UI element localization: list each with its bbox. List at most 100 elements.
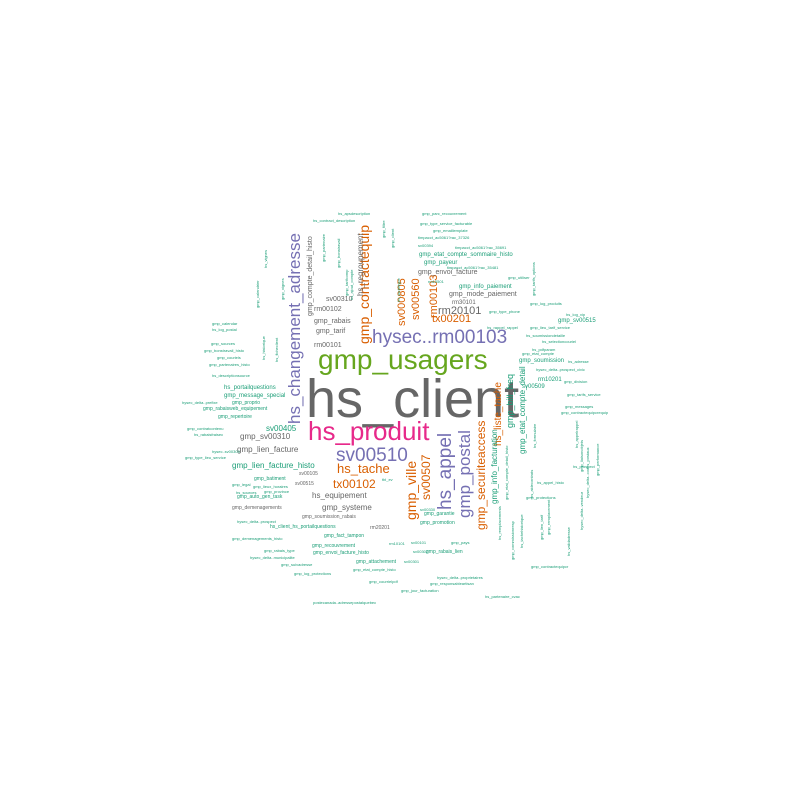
word-rm00102: rm00102 (314, 306, 342, 313)
word-gmp-filtre: gmp_filtre (381, 220, 386, 238)
word-gmp-info-facturation: gmp_info_facturation (490, 429, 499, 504)
word-hs-log-vip: hs_log_vip (566, 312, 586, 317)
word-gmp-calendar: gmp_calendar (212, 321, 238, 326)
word-gmp-systeme: gmp_systeme (322, 503, 372, 512)
word-gmp-tarifs-service: gmp_tarifs_service (567, 392, 601, 397)
word-rm20201: rm20201 (370, 525, 390, 531)
word-gmp-garantie: gmp_garantie (424, 511, 455, 517)
word-gmp-recouvrement: gmp_recouvrement (312, 543, 356, 549)
word-hs-tache: hs_tache (337, 461, 390, 476)
word-hysec-delta-prefixe: hysec_delta..prefixe (182, 400, 218, 405)
word-hysec-delta-proprietaires: hysec_delta..proprietaires (437, 575, 483, 580)
word-hs-pdfparam: hs_pdfparam (532, 347, 556, 352)
word-hs-adresse: hs_adresse (568, 359, 589, 364)
word-gmp-repertoire: gmp_repertoire (218, 414, 252, 420)
word-hs-equipement: hs_equipement (312, 491, 367, 500)
word-hs-client-hs-portailquestions: hs_client_hs_portailquestions (270, 524, 336, 530)
word-gmp-partenaire: gmp_partenaire (321, 233, 326, 262)
word-tx00102: tx00102 (333, 477, 376, 491)
word-hysec-delta-codes-postaux: hysec_delta..codes_postaux (585, 447, 590, 498)
word-gmp-sv00310: gmp_sv00310 (240, 432, 291, 441)
word-gmp-ville: gmp_ville (403, 460, 419, 520)
word-gmp-message-special: gmp_message_special (224, 393, 286, 399)
word-timpacct-35691: timpacct_ac5061?rac_35691 (455, 245, 507, 250)
word-gmp-type-lieu-service: gmp_type_lieu_service (185, 455, 226, 460)
word-hysec-delta-prospect: hysec_delta..prospect (237, 519, 276, 524)
word-sv00310: sv00310 (326, 296, 353, 303)
word-sv00330: sv00330 (420, 507, 436, 512)
word-gmp-type-service-facturable: gmp_type_service_facturable (420, 221, 473, 226)
word-gmp-remplacement: gmp_remplacement (546, 499, 551, 535)
word-hs-appel: hs_appel (435, 432, 456, 510)
word-hs-client: hs_client (306, 369, 520, 429)
word-gmp-lien-facture-histo: gmp_lien_facture_histo (232, 461, 315, 470)
word-gmp-lieux-horaires: gmp_lieux_horaires (253, 484, 288, 489)
word-gmp-securiteaccess: gmp_securiteaccess (474, 420, 488, 530)
word-rm20101: rm20101 (438, 305, 482, 317)
word-hs-apsdescription: hs_apsdescription (338, 211, 371, 216)
word-gmp-rabaisweb-equipement: gmp_rabaisweb_equipement (203, 406, 268, 412)
word-tx00201: tx00201 (432, 313, 472, 325)
word-hs-ajout-compte: hs_ajout_compte (349, 269, 354, 300)
word-sv00301: sv00301 (404, 559, 420, 564)
word-gmp-demenagements-histo: gmp_demenagements_histo (232, 536, 283, 541)
word-rm10501: rm10501 (428, 279, 444, 284)
word-rm30101: rm30101 (452, 300, 476, 306)
word-hs-rappel-rappel: hs_rappel_rappel (487, 325, 518, 330)
word-hs-validadresse: hs_validadresse (566, 527, 571, 556)
word-gmp-lien-tarif: gmp_lien_tarif (539, 514, 544, 540)
word-gmp-pays: gmp_pays (451, 540, 470, 545)
word-hs-produit: hs_produit (308, 416, 430, 446)
word-gmp-rabais-type: gmp_rabais_type (264, 548, 295, 553)
word-sv00394: sv00394 (418, 243, 434, 248)
word-sv00302: sv00302 (413, 549, 429, 554)
word-gmp-attachement: gmp_attachement (356, 559, 397, 565)
word-hysec-delta-prospect-civic: hysec_delta..prospect_civic (536, 367, 585, 372)
word-gmp-etat-compte-detail: gmp_etat_compte_detail (518, 366, 527, 454)
word-gmp-partenaires-histo: gmp_partenaires_histo (209, 362, 250, 367)
word-hysec-delta-municipalite: hysec_delta..municipalite (250, 555, 295, 560)
word-hs-tachetype: hs_tachetype (396, 278, 401, 302)
word-gmp-bonstravail: gmp_bonstravail (336, 238, 341, 268)
word-gmp-lieu-tarif-service: gmp_lieu_tarif_service (530, 325, 571, 330)
word-sv00105: sv00105 (299, 471, 318, 477)
word-hysec-sv00300: hysec..sv00300 (212, 449, 240, 454)
word-hs-regroupement: hs_regroupement (356, 233, 365, 296)
word-gmp-liaisonobjets: gmp_liaisonobjets (579, 439, 584, 472)
word-hs-formulaire: hs_formulaire (532, 423, 537, 448)
word-gmp-tarifs-options: gmp_tarifs_options (531, 262, 536, 296)
word-gmp-contractequipcr: gmp_contractequipcr (531, 564, 569, 569)
word-gmp-courrielpdf: gmp_courrielpdf (369, 579, 398, 584)
word-sv00510: sv00510 (336, 445, 408, 466)
word-gmp-envoi-facture: gmp_envoi_facture (418, 269, 478, 276)
word-hs-soumissiondetaille: hs_soumissiondetaille (526, 333, 566, 338)
word-hs-appel-histo: hs_appel_histo (537, 480, 564, 485)
word-gmp-envoi-facture-histo: gmp_envoi_facture_histo (313, 550, 369, 556)
word-gmp-auto-gen-task: gmp_auto_gen_task (237, 494, 283, 500)
word-gmp-protections: gmp_protections (526, 495, 556, 500)
word-gmp-commissionresp: gmp_commissionresp (510, 521, 515, 560)
word-hs-selectioncouriel: hs_selectioncouriel (542, 339, 577, 344)
word-hs-changement-adresse: hs_changement_adresse (285, 233, 304, 424)
word-gmp-responsableartisan: gmp_responsableartisan (430, 581, 474, 586)
word-gmp-parc-recouvrement: gmp_parc_recouvrement (422, 211, 467, 216)
word-gmp-etat-compte: gmp_etat_compte (522, 351, 555, 356)
word-gmp-contractequipcrequip: gmp_contractequipcrequip (561, 410, 609, 415)
word-gmp-utiliser: gmp_utiliser (508, 275, 530, 280)
word-sv00101: sv00101 (411, 540, 427, 545)
word-gmp-messages: gmp_messages (565, 404, 594, 409)
word-gmp-rabais-lien: gmp_rabais_lien (426, 549, 463, 555)
word-hs-log-postal: hs_log_postal (212, 327, 237, 332)
word-tbl-ev: tbl_ev (382, 477, 393, 482)
word-hs-sources: hs_sources (236, 490, 257, 495)
word-gmp-contratcontenu: gmp_contratcontenu (187, 426, 224, 431)
word-gmp-mode-paiement: gmp_mode_paiement (449, 291, 517, 298)
word-sv00509: sv00509 (522, 384, 545, 390)
word-sv00515: sv00515 (295, 481, 314, 487)
word-timpacct-37326: timpacct_ac5061?rac_37326 (418, 235, 470, 240)
word-gmp-payeur: gmp_payeur (424, 260, 458, 266)
word-gmp-suivadresse: gmp_suivadresse (281, 562, 313, 567)
word-hs-descriptionsource: hs_descriptionsource (212, 373, 250, 378)
word-gmp-type-phone: gmp_type_phone (489, 309, 520, 314)
